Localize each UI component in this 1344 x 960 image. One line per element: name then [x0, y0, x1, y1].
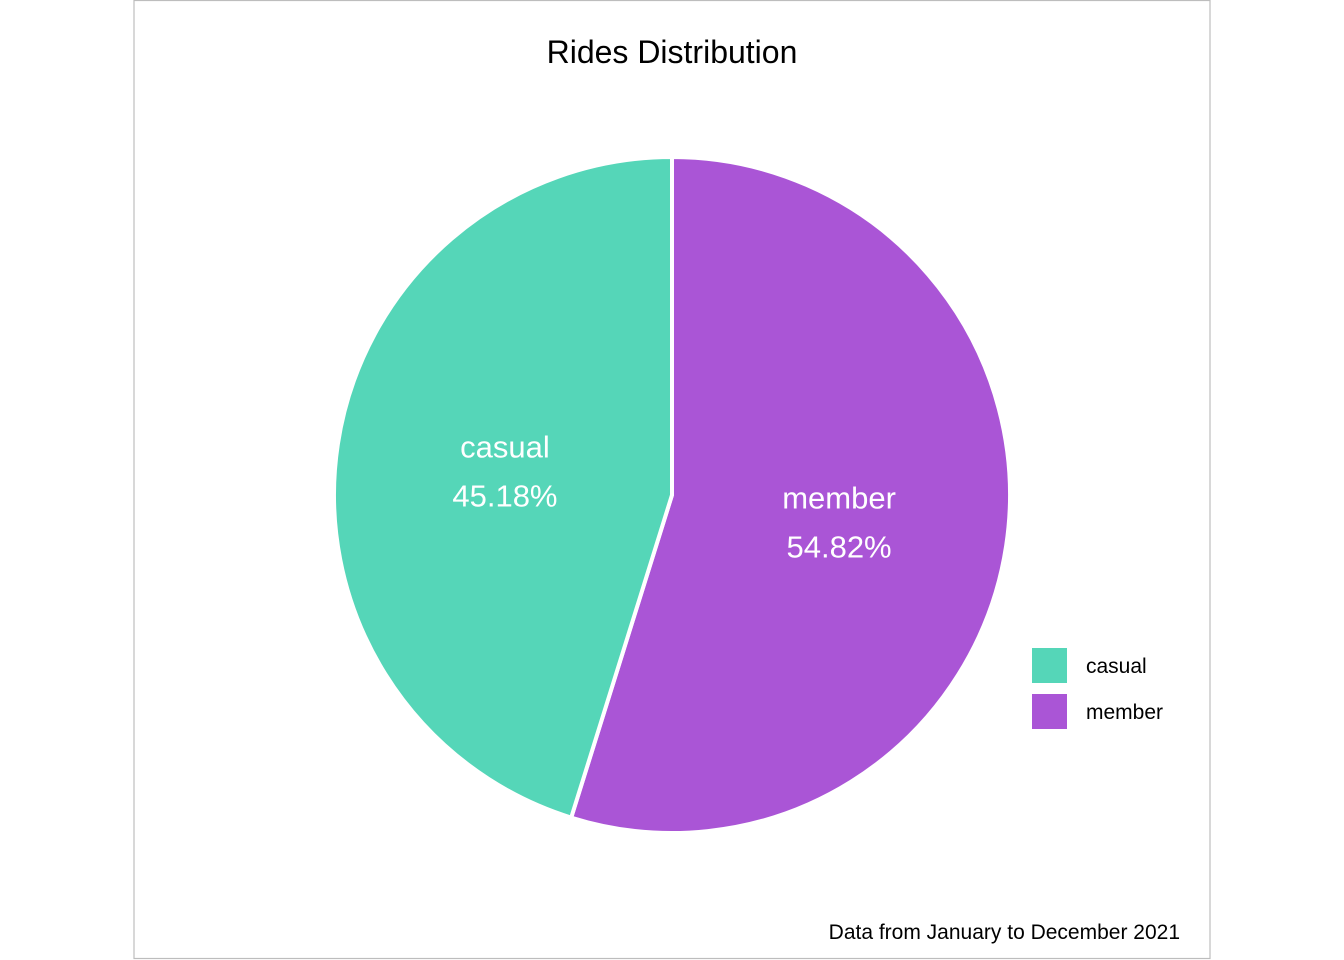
slice-value-label-casual: 45.18% — [452, 479, 557, 514]
legend-key-casual — [1032, 648, 1067, 683]
pie-slices — [332, 154, 1012, 835]
chart-title: Rides Distribution — [547, 34, 798, 70]
pie-slice-casual — [332, 154, 674, 821]
legend-label-member: member — [1086, 701, 1163, 724]
slice-label-casual: casual — [460, 430, 550, 465]
slice-value-label-member: 54.82% — [786, 529, 891, 564]
legend: casual member — [1032, 648, 1163, 729]
pie-slice-labels: member 54.82% casual 45.18% — [452, 430, 896, 565]
chart-caption: Data from January to December 2021 — [829, 921, 1180, 944]
legend-label-casual: casual — [1086, 655, 1147, 678]
pie-slice-member — [568, 154, 1012, 835]
legend-key-member — [1032, 694, 1067, 729]
slice-label-member: member — [782, 480, 896, 515]
